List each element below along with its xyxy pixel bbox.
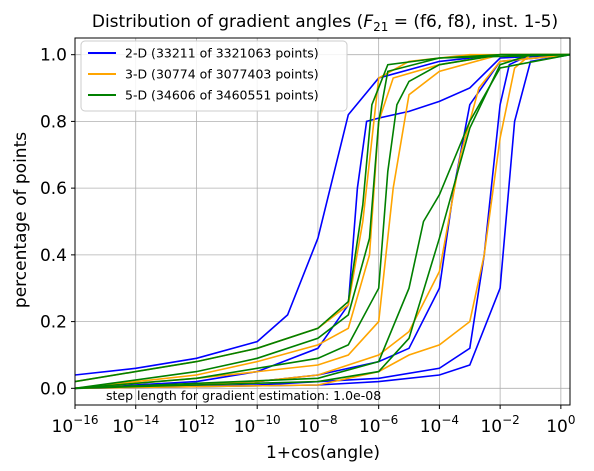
series-line bbox=[74, 53, 570, 376]
y-tick-label: 0.2 bbox=[40, 313, 67, 333]
series-line bbox=[74, 53, 570, 390]
legend: 2-D (33211 of 3321063 points) 3-D (30774 … bbox=[80, 40, 348, 112]
chart-title-text: Distribution of gradient angles ( bbox=[92, 12, 363, 32]
legend-entry: 2-D (33211 of 3321063 points) bbox=[125, 46, 319, 61]
chart-title: Distribution of gradient angles (F21 = (… bbox=[92, 12, 558, 34]
y-tick-label: 0.6 bbox=[40, 179, 67, 199]
x-axis-label: 1+cos(angle) bbox=[266, 443, 380, 463]
y-tick-label: 1.0 bbox=[40, 46, 67, 66]
series-line bbox=[74, 53, 570, 390]
axes bbox=[71, 37, 571, 409]
y-tick-label: 0.4 bbox=[40, 246, 67, 266]
grid-lines bbox=[74, 38, 570, 405]
y-tick-label: 0.0 bbox=[40, 379, 67, 399]
x-tick-labels: 10−16 10−14 1012 10−10 10−8 10−6 10−4 10−2 100 bbox=[52, 413, 576, 437]
series-line bbox=[74, 53, 571, 390]
legend-entry: 3-D (30774 of 3077403 points) bbox=[125, 67, 319, 82]
x-tick-label: 10−6 bbox=[359, 413, 398, 437]
x-tick-label: 10−16 bbox=[52, 413, 99, 437]
plot-frame bbox=[74, 37, 571, 406]
chart-title-rest: = (f6, f8), inst. 1-5) bbox=[388, 12, 558, 32]
y-tick-labels: 0.0 0.2 0.4 0.6 0.8 1.0 bbox=[40, 46, 67, 400]
legend-box bbox=[80, 40, 348, 112]
x-tick-label: 10−14 bbox=[112, 413, 159, 437]
chart-title-f: F bbox=[363, 12, 373, 32]
x-tick-label: 10−8 bbox=[298, 413, 337, 437]
y-axis-label: percentage of points bbox=[11, 132, 31, 308]
x-tick-label: 10−2 bbox=[480, 413, 519, 437]
x-tick-label: 100 bbox=[546, 413, 575, 437]
x-tick-label: 10−4 bbox=[420, 413, 459, 437]
series-line bbox=[74, 53, 571, 390]
chart-title-sub: 21 bbox=[373, 20, 388, 34]
x-tick-label: 10−10 bbox=[234, 413, 281, 437]
y-tick-label: 0.8 bbox=[40, 112, 67, 132]
annotation-step-length: step length for gradient estimation: 1.0… bbox=[106, 388, 381, 403]
series-curves bbox=[74, 53, 571, 390]
x-tick-label: 1012 bbox=[178, 413, 215, 437]
legend-entry: 5-D (34606 of 3460551 points) bbox=[125, 88, 319, 103]
series-line bbox=[74, 53, 571, 390]
series-line bbox=[74, 53, 570, 390]
